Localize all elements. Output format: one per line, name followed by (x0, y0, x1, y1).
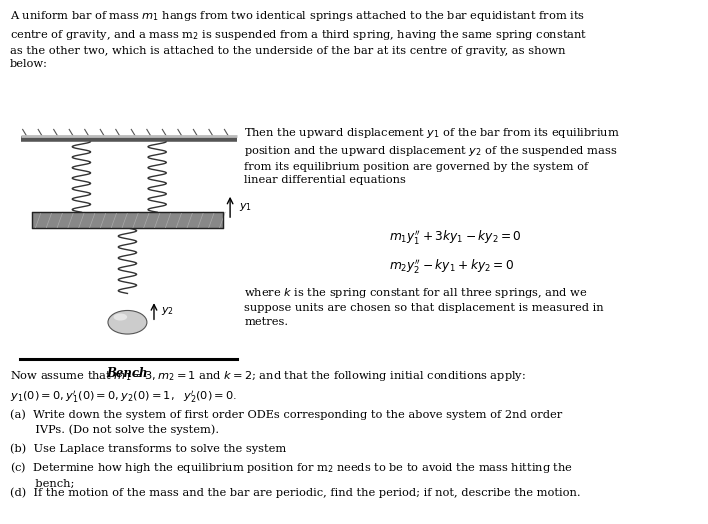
Text: A uniform bar of mass $m_1$ hangs from two identical springs attached to the bar: A uniform bar of mass $m_1$ hangs from t… (10, 9, 587, 69)
Text: where $k$ is the spring constant for all three springs, and we
suppose units are: where $k$ is the spring constant for all… (244, 286, 604, 327)
Text: (d)  If the motion of the mass and the bar are periodic, find the period; if not: (d) If the motion of the mass and the ba… (10, 487, 581, 498)
Text: (b)  Use Laplace transforms to solve the system: (b) Use Laplace transforms to solve the … (10, 443, 286, 454)
Ellipse shape (108, 310, 147, 334)
Text: Now assume that $m_1 = 3, m_2 = 1$ and $k = 2$; and that the following initial c: Now assume that $m_1 = 3, m_2 = 1$ and $… (10, 369, 526, 405)
Text: $m_1y_1'' + 3ky_1 - ky_2 = 0$: $m_1y_1'' + 3ky_1 - ky_2 = 0$ (389, 228, 523, 246)
Text: (a)  Write down the system of first order ODEs corresponding to the above system: (a) Write down the system of first order… (10, 410, 562, 435)
Text: $y_2$: $y_2$ (161, 305, 174, 316)
Text: Bench: Bench (107, 367, 148, 380)
Text: Then the upward displacement $y_1$ of the bar from its equilibrium
position and : Then the upward displacement $y_1$ of th… (244, 126, 620, 185)
Text: $y_1$: $y_1$ (239, 201, 252, 213)
Text: (c)  Determine how high the equilibrium position for m$_2$ needs to be to avoid : (c) Determine how high the equilibrium p… (10, 460, 573, 489)
Bar (32, 212, 223, 228)
Ellipse shape (113, 313, 127, 321)
Text: $m_2y_2'' - ky_1 + ky_2 = 0$: $m_2y_2'' - ky_1 + ky_2 = 0$ (389, 257, 515, 275)
